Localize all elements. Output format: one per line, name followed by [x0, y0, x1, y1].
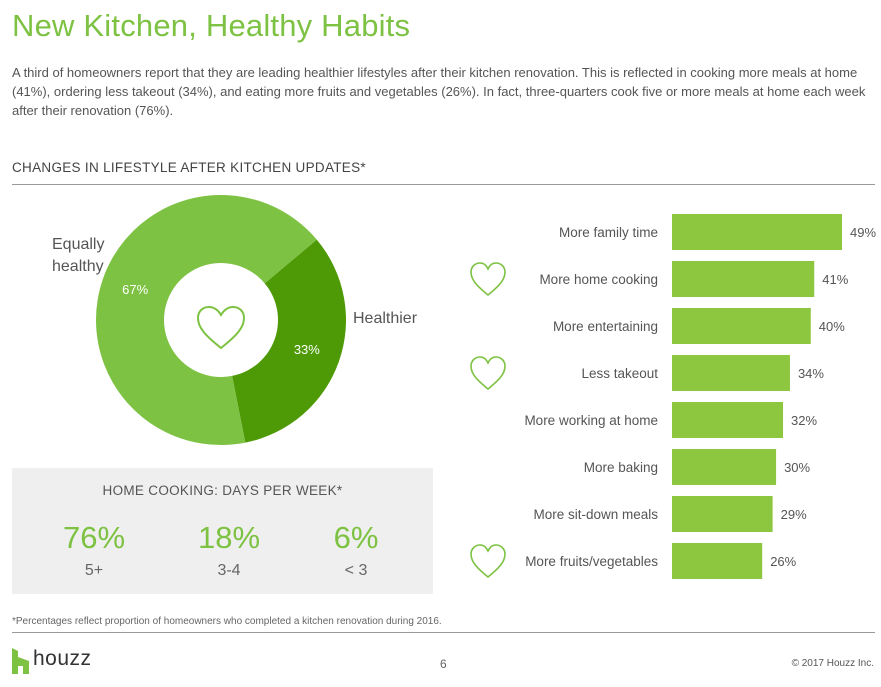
- donut-value-label: 67%: [122, 282, 148, 297]
- footnote: *Percentages reflect proportion of homeo…: [12, 616, 442, 627]
- donut-slice-equally-healthy: [96, 195, 317, 445]
- donut-slice-healthier: [232, 239, 346, 443]
- stat-three-four: 18% 3-4: [169, 520, 289, 580]
- lifestyle-bar-chart: More family time 49% More home cooking 41% M…: [470, 214, 876, 579]
- stat-five-plus: 76% 5+: [34, 520, 154, 580]
- home-cooking-panel: HOME COOKING: DAYS PER WEEK* 76% 5+ 18% …: [12, 468, 433, 594]
- bar-value-label: 29%: [781, 507, 807, 522]
- bar-value-label: 30%: [784, 460, 810, 475]
- bar: [672, 543, 763, 579]
- home-cooking-title: HOME COOKING: DAYS PER WEEK*: [102, 483, 343, 498]
- bar-category-label: More sit-down meals: [533, 507, 658, 522]
- bar: [672, 449, 777, 485]
- bar-category-label: More family time: [559, 225, 658, 240]
- heart-icon: [470, 262, 506, 297]
- heart-icon: [196, 305, 246, 350]
- section-divider: [12, 184, 875, 185]
- bar: [672, 261, 815, 297]
- bar-value-label: 40%: [819, 319, 845, 334]
- footer-divider: [12, 632, 875, 633]
- stat-percent: 76%: [62, 520, 126, 555]
- heart-icon: [470, 544, 506, 579]
- page-title: New Kitchen, Healthy Habits: [12, 8, 411, 43]
- bar: [672, 214, 842, 250]
- stat-percent: 6%: [333, 520, 379, 555]
- bar-category-label: More entertaining: [553, 319, 658, 334]
- page-number: 6: [440, 657, 447, 671]
- bar: [672, 308, 811, 344]
- bar-category-label: More baking: [584, 460, 658, 475]
- intro-paragraph: A third of homeowners report that they a…: [12, 65, 866, 118]
- bar-value-label: 26%: [770, 554, 796, 569]
- stat-label: < 3: [344, 562, 368, 579]
- bar-category-label: More fruits/vegetables: [525, 554, 658, 569]
- houzz-logo-icon: [12, 648, 29, 674]
- bar-category-label: More working at home: [524, 413, 658, 428]
- donut-value-label: 33%: [294, 342, 320, 357]
- bar-value-label: 34%: [798, 366, 824, 381]
- bar: [672, 355, 790, 391]
- bar-value-label: 32%: [791, 413, 817, 428]
- bar: [672, 402, 784, 438]
- legend-equally-healthy: Equally healthy: [52, 234, 114, 278]
- bar: [672, 496, 773, 532]
- copyright: © 2017 Houzz Inc.: [791, 658, 874, 669]
- bar-value-label: 49%: [850, 225, 876, 240]
- equally-healthy-label: Equally healthy: [52, 236, 105, 275]
- bar-category-label: More home cooking: [539, 272, 658, 287]
- bar-value-label: 41%: [822, 272, 848, 287]
- stat-under-three: 6% < 3: [296, 520, 416, 580]
- stat-label: 5+: [84, 562, 104, 579]
- bar-category-label: Less takeout: [581, 366, 658, 381]
- legend-healthier: Healthier: [353, 308, 417, 330]
- section-heading: CHANGES IN LIFESTYLE AFTER KITCHEN UPDAT…: [12, 160, 366, 175]
- stat-percent: 18%: [197, 520, 261, 555]
- heart-icon: [470, 356, 506, 391]
- stat-label: 3-4: [217, 562, 241, 579]
- donut-chart: 33% 67%: [96, 195, 346, 445]
- houzz-wordmark: houzz: [33, 647, 92, 670]
- healthier-label: Healthier: [353, 310, 418, 327]
